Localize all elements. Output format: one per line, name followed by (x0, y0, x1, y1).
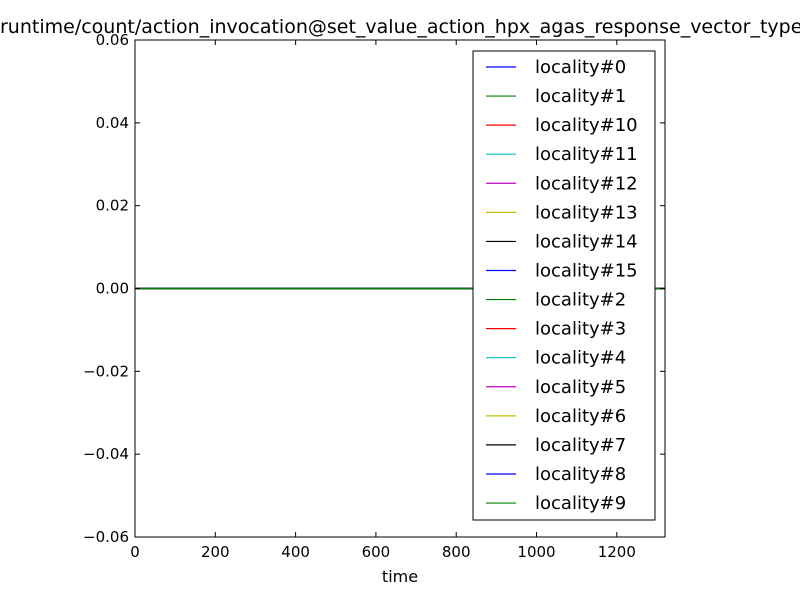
legend-label-14: locality#8 (535, 464, 626, 485)
y-tick-label: −0.06 (83, 528, 129, 546)
legend-label-4: locality#12 (535, 173, 638, 194)
legend-label-15: locality#9 (535, 493, 626, 514)
x-tick-label: 1200 (598, 543, 636, 561)
x-tick-label: 200 (201, 543, 230, 561)
x-tick-label: 600 (362, 543, 391, 561)
legend-label-0: locality#0 (535, 57, 626, 78)
x-tick-label: 400 (281, 543, 310, 561)
legend-label-8: locality#2 (535, 290, 626, 311)
y-tick-label: 0.06 (96, 31, 129, 49)
y-tick-label: −0.04 (83, 445, 129, 463)
legend-label-7: locality#15 (535, 260, 638, 281)
x-tick-label: 0 (130, 543, 140, 561)
legend-label-13: locality#7 (535, 435, 626, 456)
legend-label-3: locality#11 (535, 144, 638, 165)
y-tick-label: 0.00 (96, 280, 129, 298)
legend-label-9: locality#3 (535, 319, 626, 340)
legend: locality#0 locality#1 locality#10 locality#… (472, 50, 656, 521)
y-axis: −0.06 −0.04 −0.02 0.00 0.02 0.04 0.06 (83, 31, 665, 546)
legend-label-6: locality#14 (535, 231, 638, 252)
y-tick-label: 0.02 (96, 197, 129, 215)
x-tick-label: 1000 (517, 543, 555, 561)
legend-label-5: locality#13 (535, 202, 638, 223)
legend-box (472, 50, 656, 521)
x-axis-label: time (382, 567, 418, 586)
legend-label-12: locality#6 (535, 406, 626, 427)
y-tick-label: −0.02 (83, 362, 129, 380)
chart-title: /runtime/count/action_invocation@set_val… (0, 16, 800, 38)
legend-label-11: locality#5 (535, 377, 626, 398)
x-tick-label: 800 (442, 543, 471, 561)
legend-label-2: locality#10 (535, 115, 638, 136)
legend-label-1: locality#1 (535, 86, 626, 107)
x-axis: 0 200 400 600 800 1000 1200 (130, 40, 636, 561)
y-tick-label: 0.04 (96, 114, 129, 132)
legend-label-10: locality#4 (535, 348, 626, 369)
